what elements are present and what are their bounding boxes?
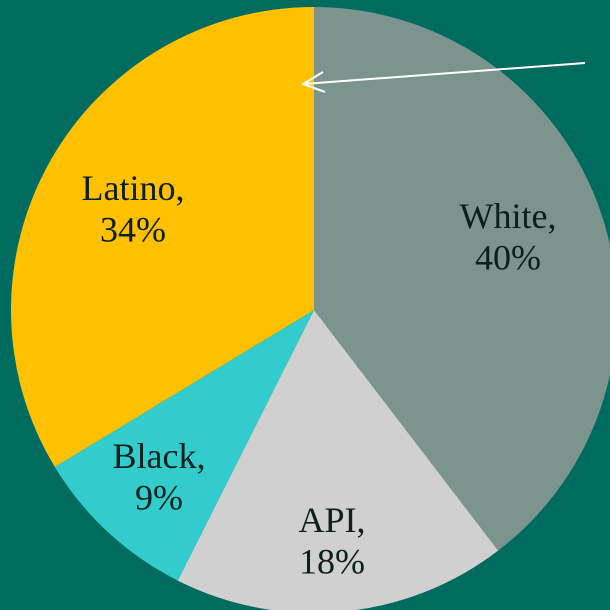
pie-slices (10, 7, 610, 610)
pie-slice-api (177, 310, 499, 610)
pie-slice-latino (10, 7, 315, 467)
slice-label-api: API, 18% (298, 500, 365, 581)
pie-slice-black (54, 310, 314, 581)
annotation-arrow (300, 62, 586, 93)
slice-label-white: White, 40% (460, 196, 557, 277)
slice-label-latino: Latino, 34% (82, 168, 185, 249)
pie-slice-white (314, 7, 610, 551)
pie-labels: White, 40% API, 18% Black, 9% Latino, 34% (82, 168, 557, 581)
slice-label-black: Black, 9% (113, 436, 206, 517)
